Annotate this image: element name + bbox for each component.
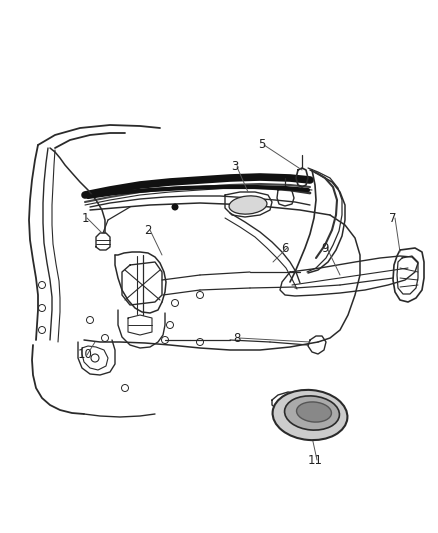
Text: 7: 7 bbox=[389, 212, 397, 224]
Ellipse shape bbox=[229, 196, 267, 214]
Circle shape bbox=[172, 204, 179, 211]
Text: 3: 3 bbox=[231, 160, 239, 174]
Text: 5: 5 bbox=[258, 139, 266, 151]
Text: 8: 8 bbox=[233, 332, 241, 344]
Text: 6: 6 bbox=[281, 241, 289, 254]
Ellipse shape bbox=[297, 402, 332, 422]
Text: 1: 1 bbox=[81, 212, 89, 224]
Text: 10: 10 bbox=[78, 349, 92, 361]
Ellipse shape bbox=[285, 396, 339, 430]
Text: 2: 2 bbox=[144, 223, 152, 237]
Ellipse shape bbox=[272, 390, 347, 440]
Text: 11: 11 bbox=[307, 454, 322, 466]
Text: 9: 9 bbox=[321, 241, 329, 254]
